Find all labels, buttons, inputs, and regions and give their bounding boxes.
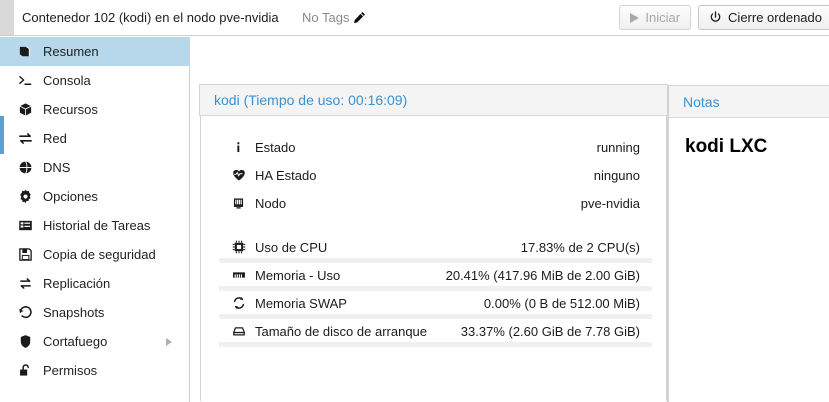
- metric-row-key: Tamaño de disco de arranque: [255, 323, 428, 339]
- metric-row-swap: Memoria SWAP 0.00% (0 B de 512.00 MiB): [213, 289, 654, 319]
- shutdown-button-label: Cierre ordenado: [728, 10, 822, 25]
- sidebar-item-copia-de-seguridad[interactable]: Copia de seguridad: [0, 240, 189, 269]
- sidebar-item-cortafuego[interactable]: Cortafuego: [0, 327, 189, 356]
- disk-usage-bar: [219, 342, 652, 347]
- status-panel-body: Estado running HA Estado ninguno Nodo pv…: [200, 116, 667, 401]
- metric-row-value: 0.00% (0 B de 512.00 MiB): [483, 295, 640, 311]
- start-button-label: Iniciar: [645, 10, 681, 25]
- metric-row-cpu: Uso de CPU 17.83% de 2 CPU(s): [213, 233, 654, 263]
- status-row-value: running: [596, 139, 640, 155]
- power-icon: [709, 11, 722, 24]
- status-row-estado: Estado running: [213, 133, 654, 161]
- tags-control[interactable]: No Tags: [302, 10, 366, 25]
- memory-usage-bar: [219, 286, 652, 291]
- sidebar-item-resumen[interactable]: Resumen: [0, 37, 189, 66]
- sidebar-item-consola[interactable]: Consola: [0, 66, 189, 95]
- shield-icon: [17, 334, 33, 350]
- sidebar-item-label: Opciones: [43, 189, 98, 204]
- heart-pulse-icon: [231, 168, 246, 183]
- shutdown-button[interactable]: Cierre ordenado: [698, 5, 829, 30]
- sidebar-item-label: Copia de seguridad: [43, 247, 156, 262]
- sidebar-item-label: Red: [43, 131, 67, 146]
- sidebar-item-label: Resumen: [43, 44, 99, 59]
- sidebar-edge-accent: [0, 116, 4, 154]
- sidebar-item-dns[interactable]: DNS: [0, 153, 189, 182]
- disk-icon: [231, 324, 246, 339]
- status-row-key: Estado: [255, 139, 296, 155]
- notes-panel: Notas kodi LXC: [668, 85, 829, 402]
- metric-row-disco: Tamaño de disco de arranque 33.37% (2.60…: [213, 317, 654, 347]
- status-row-value: ninguno: [593, 167, 640, 183]
- status-row-key: HA Estado: [255, 167, 317, 183]
- status-row-value: pve-nvidia: [580, 195, 640, 211]
- breadcrumb: Contenedor 102 (kodi) en el nodo pve-nvi…: [22, 10, 279, 25]
- container-action-buttons: Iniciar Cierre ordenado: [619, 5, 829, 30]
- globe-icon: [17, 160, 33, 176]
- status-row-key: Nodo: [255, 195, 287, 211]
- history-clock-icon: [17, 305, 33, 321]
- terminal-icon: [17, 73, 33, 89]
- swap-icon: [231, 296, 246, 311]
- sidebar-item-snapshots[interactable]: Snapshots: [0, 298, 189, 327]
- sidebar-item-label: Replicación: [43, 276, 111, 291]
- cube-icon: [17, 102, 33, 118]
- book-icon: [17, 44, 33, 60]
- sidebar-item-label: Historial de Tareas: [43, 218, 151, 233]
- tags-label: No Tags: [302, 10, 350, 25]
- row-spacer: [201, 217, 666, 233]
- cpu-usage-bar: [219, 258, 652, 263]
- chevron-right-icon: [166, 337, 172, 346]
- status-panel-header: kodi (Tiempo de uso: 00:16:09): [199, 84, 668, 116]
- sidebar-item-label: Snapshots: [43, 305, 105, 320]
- main-content: kodi (Tiempo de uso: 00:16:09) Estado ru…: [191, 37, 829, 402]
- status-panel: kodi (Tiempo de uso: 00:16:09) Estado ru…: [199, 84, 668, 402]
- floppy-icon: [17, 247, 33, 263]
- sidebar-item-permisos[interactable]: Permisos: [0, 356, 189, 385]
- replication-icon: [17, 276, 33, 292]
- sidebar-item-recursos[interactable]: Recursos: [0, 95, 189, 124]
- play-icon: [630, 12, 640, 23]
- metric-row-memoria: Memoria - Uso 20.41% (417.96 MiB de 2.00…: [213, 261, 654, 291]
- metric-row-key: Memoria SWAP: [255, 295, 347, 311]
- metric-row-key: Uso de CPU: [255, 239, 328, 255]
- metric-row-value: 20.41% (417.96 MiB de 2.00 GiB): [445, 267, 640, 283]
- window-left-edge: [0, 0, 14, 35]
- notes-panel-body[interactable]: kodi LXC: [669, 118, 829, 176]
- status-row-nodo: Nodo pve-nvidia: [213, 189, 654, 217]
- list-icon: [17, 218, 33, 234]
- notes-content: kodi LXC: [685, 136, 768, 157]
- status-row-ha-estado: HA Estado ninguno: [213, 161, 654, 189]
- swap-usage-bar: [219, 314, 652, 319]
- network-arrows-icon: [17, 131, 33, 147]
- start-button[interactable]: Iniciar: [619, 5, 692, 30]
- memory-icon: [231, 268, 246, 283]
- sidebar-item-historial-de-tareas[interactable]: Historial de Tareas: [0, 211, 189, 240]
- notes-panel-title: Notas: [683, 93, 720, 110]
- metric-row-value: 17.83% de 2 CPU(s): [520, 239, 640, 255]
- notes-panel-header: Notas: [669, 86, 829, 118]
- sidebar-nav: Resumen Consola Recursos Red DNS: [0, 37, 190, 402]
- top-header-bar: Contenedor 102 (kodi) en el nodo pve-nvi…: [0, 0, 829, 36]
- sidebar-item-label: Cortafuego: [43, 334, 108, 349]
- sidebar-item-label: Recursos: [43, 102, 98, 117]
- metric-row-value: 33.37% (2.60 GiB de 7.78 GiB): [460, 323, 640, 339]
- sidebar-item-replicacion[interactable]: Replicación: [0, 269, 189, 298]
- status-panel-title: kodi (Tiempo de uso: 00:16:09): [214, 92, 408, 108]
- pencil-icon[interactable]: [353, 11, 366, 24]
- sidebar-item-label: Permisos: [43, 363, 98, 378]
- gear-icon: [17, 189, 33, 205]
- sidebar-item-label: Consola: [43, 73, 91, 88]
- cpu-chip-icon: [231, 240, 246, 255]
- sidebar-item-label: DNS: [43, 160, 71, 175]
- metric-row-key: Memoria - Uso: [255, 267, 341, 283]
- sidebar-item-opciones[interactable]: Opciones: [0, 182, 189, 211]
- unlock-icon: [17, 363, 33, 379]
- server-icon: [231, 196, 246, 211]
- info-icon: [231, 140, 246, 155]
- sidebar-item-red[interactable]: Red: [0, 124, 189, 153]
